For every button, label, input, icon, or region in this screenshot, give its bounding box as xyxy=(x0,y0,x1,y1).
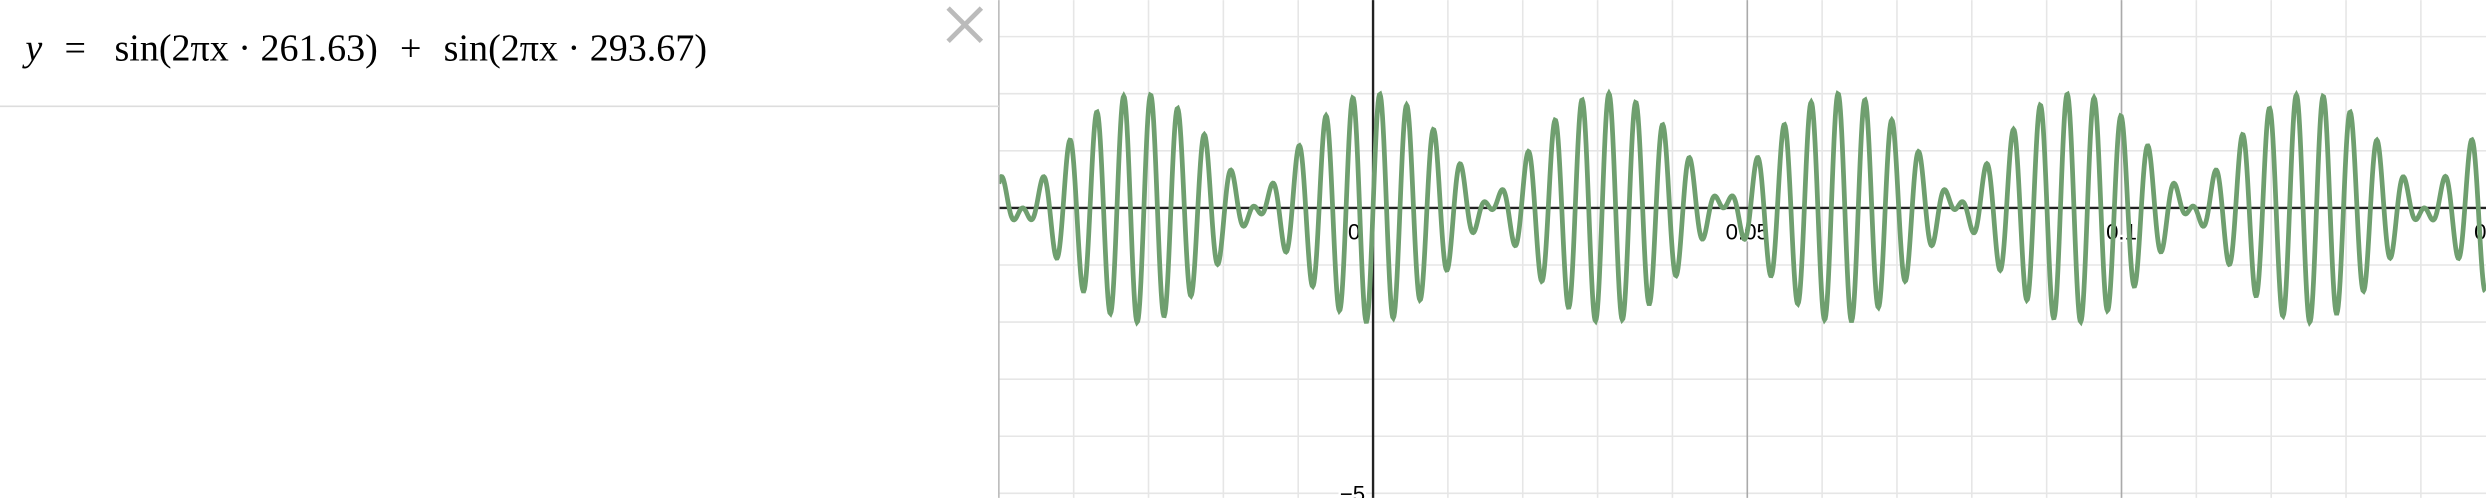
term-freq: 293.67 xyxy=(590,27,695,69)
x-tick-label: 0.1 xyxy=(2106,220,2137,245)
close-button[interactable] xyxy=(946,6,984,43)
y-tick-label: −5 xyxy=(1340,481,1365,498)
term-open: sin(2πx · xyxy=(444,27,590,69)
term-close: ) xyxy=(365,27,378,69)
term-close: ) xyxy=(694,27,707,69)
expression-panel xyxy=(0,0,999,498)
lhs: y xyxy=(21,27,42,69)
term-open: sin(2πx · xyxy=(114,27,260,69)
function-curve xyxy=(996,88,2486,327)
expression[interactable]: y = sin(2πx · 261.63) + sin(2πx · 293.67… xyxy=(21,27,707,69)
equals: = xyxy=(64,27,85,69)
close-icon xyxy=(946,6,984,43)
term-freq: 261.63 xyxy=(260,27,365,69)
operator: + xyxy=(400,27,421,69)
graph-area: 00.050.10.15−5 xyxy=(996,0,2486,503)
